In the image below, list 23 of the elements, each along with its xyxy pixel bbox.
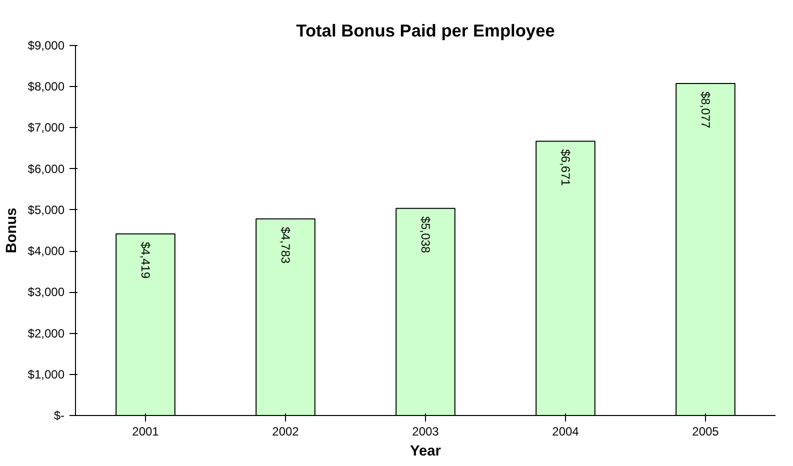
- y-tick-label: $4,000: [28, 244, 65, 258]
- chart-title: Total Bonus Paid per Employee: [296, 20, 556, 40]
- data-label: $6,671: [558, 149, 572, 186]
- x-axis-title: Year: [410, 444, 442, 460]
- y-tick-label: $5,000: [28, 202, 65, 217]
- y-tick-label: $7,000: [28, 120, 65, 135]
- data-label: $5,038: [418, 216, 432, 254]
- data-label: $8,077: [698, 91, 712, 128]
- y-tick-label: $1,000: [28, 367, 65, 382]
- y-tick-label: $6,000: [28, 162, 65, 176]
- x-tick-label: 2002: [272, 424, 300, 438]
- x-tick-label: 2005: [692, 424, 720, 438]
- data-label: $4,419: [138, 242, 152, 279]
- y-tick-label: $2,000: [28, 326, 65, 340]
- y-axis-title: Bonus: [4, 208, 20, 254]
- y-tick-label: $3,000: [28, 285, 65, 300]
- y-tick-label: $9,000: [28, 38, 65, 52]
- data-label: $4,783: [278, 226, 292, 264]
- y-tick-label: $-: [54, 408, 65, 422]
- y-tick-label: $8,000: [28, 80, 65, 94]
- x-tick-label: 2004: [552, 424, 580, 438]
- x-tick-label: 2003: [412, 424, 440, 438]
- x-tick-label: 2001: [132, 424, 160, 438]
